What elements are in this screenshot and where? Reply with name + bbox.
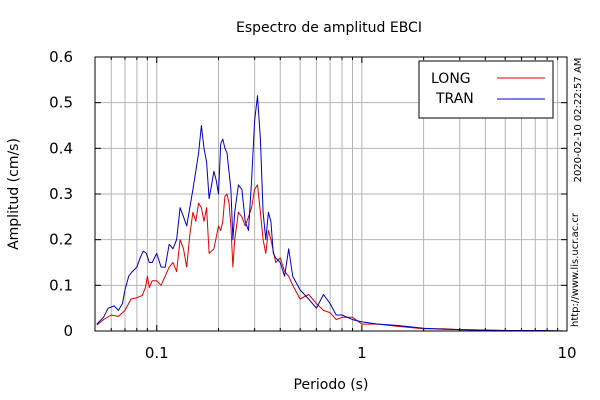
legend: LONG TRAN xyxy=(418,60,554,119)
ticks xyxy=(94,56,567,332)
y-tick-label: 0.4 xyxy=(49,139,73,157)
y-tick-label: 0.1 xyxy=(49,276,73,294)
x-tick-label: 1 xyxy=(357,344,367,362)
tick-labels: 0 0.1 0.2 0.3 0.4 0.5 0.6 0.1 1 10 xyxy=(49,48,576,362)
legend-label-long: LONG xyxy=(431,71,471,87)
series-layer xyxy=(96,95,568,332)
grid xyxy=(94,56,567,332)
legend-box xyxy=(418,60,554,119)
timestamp-label: 2020-02-10 02:22:57 AM xyxy=(573,58,584,183)
legend-label-tran: TRAN xyxy=(435,91,474,107)
chart-title: Espectro de amplitud EBCI xyxy=(236,20,422,36)
y-tick-label: 0.5 xyxy=(49,94,73,112)
x-tick-label: 10 xyxy=(557,344,576,362)
y-tick-label: 0 xyxy=(63,322,73,340)
y-tick-label: 0.2 xyxy=(49,231,73,249)
y-axis-title: Amplitud (cm/s) xyxy=(6,138,22,250)
x-axis-title: Periodo (s) xyxy=(294,377,369,393)
source-url: http://www.lis.ucr.ac.cr xyxy=(570,212,581,327)
series-line-long xyxy=(96,184,568,332)
x-tick-label: 0.1 xyxy=(145,344,169,362)
series-line-tran xyxy=(96,95,568,332)
y-tick-label: 0.6 xyxy=(49,48,73,66)
y-tick-label: 0.3 xyxy=(49,185,73,203)
